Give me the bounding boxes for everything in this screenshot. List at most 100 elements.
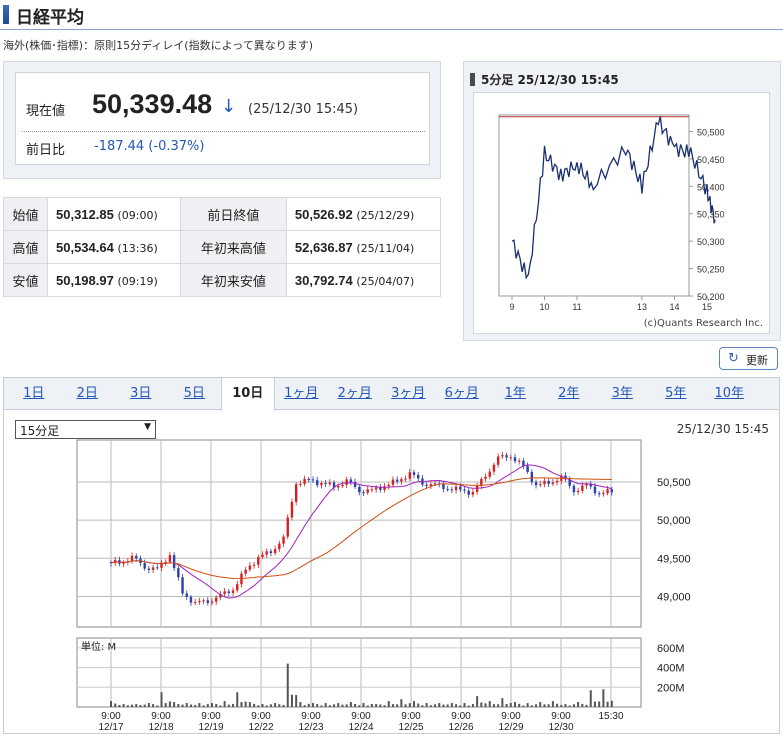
candle-body bbox=[362, 492, 365, 494]
volume-bar bbox=[114, 703, 117, 707]
volume-bar bbox=[535, 704, 538, 707]
candle-body bbox=[135, 555, 138, 559]
candle-body bbox=[395, 479, 399, 482]
candle-body bbox=[244, 569, 247, 574]
tab-10[interactable]: 1年 bbox=[504, 386, 526, 401]
candle-body bbox=[379, 487, 382, 490]
candle-body bbox=[299, 483, 302, 485]
y-tick-label: 50,300 bbox=[697, 237, 725, 247]
tab-14[interactable]: 10年 bbox=[714, 386, 745, 401]
candle-body bbox=[429, 484, 433, 486]
volume-bar bbox=[177, 704, 180, 707]
candlestick-chart: 9:0012/179:0012/189:0012/199:0012/229:00… bbox=[76, 439, 691, 733]
candle-body bbox=[303, 478, 306, 484]
volume-bar bbox=[463, 703, 466, 707]
candle-body bbox=[467, 490, 470, 495]
volume-bar bbox=[467, 705, 470, 707]
candle-body bbox=[181, 577, 184, 594]
candle-body bbox=[311, 479, 315, 481]
volume-bar bbox=[173, 702, 176, 707]
candle-body bbox=[236, 584, 239, 591]
candle-body bbox=[257, 556, 260, 565]
candle-body bbox=[177, 568, 180, 578]
volume-bar bbox=[156, 705, 159, 707]
volume-bar bbox=[131, 704, 134, 707]
volume-tick-label: 200M bbox=[657, 682, 685, 694]
tab-9[interactable]: 6ヶ月 bbox=[444, 386, 479, 401]
candle-body bbox=[316, 480, 319, 486]
tab-4[interactable]: 5日 bbox=[183, 386, 205, 401]
y-tick-label: 49,000 bbox=[657, 591, 691, 603]
price-plot-area bbox=[76, 439, 642, 628]
candle-body bbox=[459, 486, 462, 490]
period-tabs: 1日 2日 3日 5日 10日 1ヶ月 2ヶ月 3ヶ月 6ヶ月 1年 2年 3年 5年 10年 bbox=[4, 378, 779, 411]
volume-bar bbox=[539, 702, 542, 707]
y-tick-label: 50,400 bbox=[697, 182, 725, 192]
volume-bar bbox=[450, 703, 453, 707]
volume-bar bbox=[316, 704, 319, 707]
candle-body bbox=[252, 564, 256, 566]
current-price-value: 50,339.48 bbox=[92, 89, 213, 119]
x-tick-label: 13 bbox=[637, 302, 647, 312]
volume-bar bbox=[530, 705, 533, 707]
volume-bar bbox=[417, 703, 420, 707]
table-row: 安値 50,198.97 (09:19) 年初来安値 30,792.74 (25… bbox=[3, 263, 442, 297]
volume-bar bbox=[282, 704, 285, 707]
chart-timestamp: 25/12/30 15:45 bbox=[676, 422, 769, 436]
volume-bar bbox=[551, 701, 554, 707]
tab-5[interactable]: 10日 bbox=[221, 378, 275, 411]
tab-1[interactable]: 1日 bbox=[23, 386, 45, 401]
prev-close-value: 50,526.92 (25/12/29) bbox=[285, 197, 442, 231]
candle-body bbox=[130, 555, 134, 562]
volume-bar bbox=[139, 705, 142, 707]
tab-13[interactable]: 5年 bbox=[665, 386, 687, 401]
candle-body bbox=[530, 471, 534, 483]
tab-8[interactable]: 3ヶ月 bbox=[391, 386, 426, 401]
y-tick-label: 49,500 bbox=[657, 553, 691, 565]
table-row: 始値 50,312.85 (09:00) 前日終値 50,526.92 (25/… bbox=[3, 197, 442, 231]
candle-body bbox=[282, 536, 285, 544]
tab-3[interactable]: 3日 bbox=[130, 386, 152, 401]
candle-body bbox=[290, 501, 294, 518]
candle-body bbox=[383, 486, 386, 490]
volume-bar bbox=[413, 701, 415, 707]
volume-bar bbox=[202, 705, 205, 707]
volume-bar bbox=[219, 705, 222, 707]
candle-body bbox=[261, 554, 264, 557]
candle-body bbox=[593, 486, 597, 494]
ytd-high-label: 年初来高値 bbox=[179, 230, 287, 264]
volume-bar bbox=[505, 703, 508, 707]
volume-bar bbox=[446, 704, 449, 707]
tab-12[interactable]: 3年 bbox=[611, 386, 633, 401]
x-tick-date: 12/26 bbox=[448, 722, 473, 733]
tab-6[interactable]: 1ヶ月 bbox=[284, 386, 319, 401]
current-price-label: 現在値 bbox=[26, 104, 66, 119]
candle-body bbox=[151, 567, 155, 570]
candle-body bbox=[581, 485, 584, 491]
y-tick-label: 50,500 bbox=[697, 127, 725, 137]
volume-bar bbox=[602, 689, 605, 707]
tab-2[interactable]: 2日 bbox=[76, 386, 98, 401]
refresh-button[interactable]: ↻ 更新 bbox=[719, 347, 778, 370]
volume-bar bbox=[345, 704, 348, 707]
volume-bar bbox=[240, 702, 243, 707]
y-tick-label: 50,500 bbox=[657, 477, 691, 489]
candle-body bbox=[526, 465, 529, 472]
x-tick-date: 12/29 bbox=[498, 722, 523, 733]
candle-body bbox=[610, 489, 613, 493]
current-price-time: (25/12/30 15:45) bbox=[248, 102, 359, 117]
candle-body bbox=[198, 600, 201, 603]
interval-select[interactable]: 15分足 ▼ bbox=[15, 420, 156, 439]
ytd-low-label: 年初来安値 bbox=[179, 263, 287, 297]
tab-7[interactable]: 2ヶ月 bbox=[337, 386, 372, 401]
candle-body bbox=[606, 489, 609, 494]
volume-bar bbox=[215, 704, 218, 707]
volume-bar bbox=[232, 703, 235, 707]
volume-bar bbox=[206, 704, 209, 707]
x-tick-label: 11 bbox=[572, 302, 581, 312]
volume-bar bbox=[564, 704, 567, 707]
candle-body bbox=[543, 480, 546, 485]
volume-bar bbox=[366, 705, 369, 707]
volume-bar bbox=[295, 695, 298, 707]
tab-11[interactable]: 2年 bbox=[558, 386, 580, 401]
